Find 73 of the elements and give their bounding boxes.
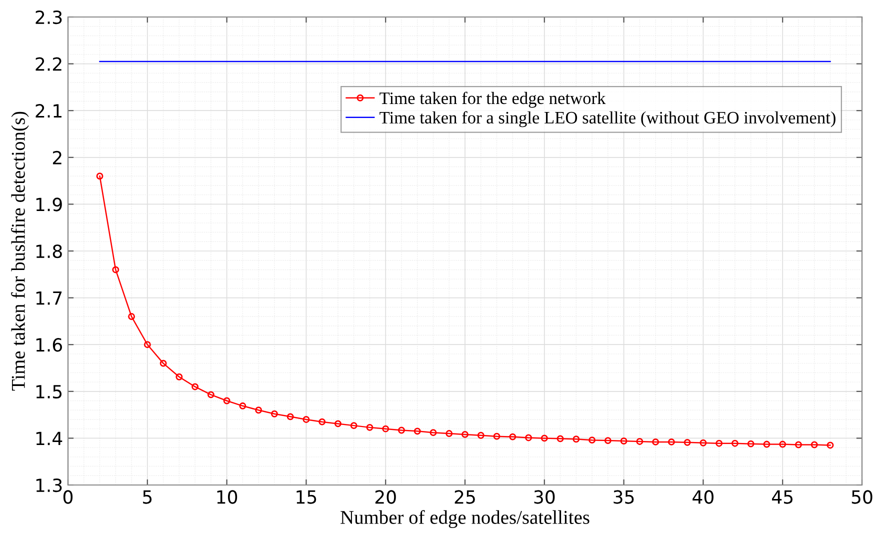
point (144, 341, 151, 348)
y-tick-label: 1.4 (36, 432, 62, 446)
point (556, 435, 564, 442)
point (588, 436, 596, 444)
point (620, 438, 628, 444)
y-tick-label: 1.9 (36, 198, 62, 212)
y-tick-label: 1.3 (36, 478, 62, 492)
y-tick-label: 1.8 (36, 244, 62, 258)
point (176, 373, 183, 380)
x-tick-label: 0 (63, 490, 73, 504)
point (223, 397, 230, 404)
point (446, 430, 453, 437)
x-tick-label: 10 (217, 490, 238, 504)
x-axis-title: Number of edge nodes/satellites (340, 510, 590, 528)
x-tick-label: 15 (296, 490, 316, 504)
y-tick-label: 2.3 (36, 10, 62, 24)
point (826, 442, 834, 449)
x-tick-label: 40 (692, 490, 714, 504)
point (255, 406, 262, 414)
y-tick-label: 1.5 (36, 385, 62, 399)
point (239, 402, 246, 410)
point (810, 441, 818, 448)
point (509, 433, 516, 440)
point (477, 432, 484, 439)
point (462, 430, 468, 438)
point (652, 438, 660, 446)
point (604, 437, 612, 444)
point (716, 440, 723, 447)
point (366, 424, 374, 431)
point (128, 313, 135, 320)
point (350, 422, 358, 430)
y-tick-label: 1.6 (36, 338, 62, 352)
point (96, 172, 104, 180)
x-tick-label: 35 (614, 490, 634, 504)
y-axis-title: Time taken for bushfire detection(s) (11, 112, 29, 391)
point (286, 413, 294, 420)
x-tick-label: 50 (852, 490, 872, 504)
x-tick-label: 5 (143, 490, 152, 504)
legend-label: Time taken for the edge network (380, 92, 606, 108)
x-tick-label: 30 (534, 490, 555, 504)
point (763, 440, 770, 448)
point (414, 428, 421, 435)
point (572, 436, 580, 443)
point (334, 420, 342, 428)
point (192, 383, 199, 390)
point (795, 441, 802, 448)
point (318, 418, 326, 426)
x-tick-label: 25 (454, 490, 475, 504)
x-tick-label: 45 (772, 490, 793, 504)
point (684, 438, 691, 446)
point (430, 429, 437, 436)
y-tick-label: 2.2 (36, 57, 62, 71)
point (700, 439, 707, 446)
y-tick-label: 2 (52, 150, 62, 164)
y-tick-label: 1.7 (36, 291, 62, 305)
point (112, 266, 120, 274)
point (270, 410, 278, 418)
x-tick-label: 20 (375, 490, 396, 504)
point (207, 391, 214, 398)
point (731, 440, 738, 447)
point (302, 416, 310, 423)
point (525, 434, 532, 442)
legend-label: Time taken for a single LEO satellite (without GEO involvement) (380, 111, 836, 128)
point (779, 440, 786, 448)
point (747, 440, 754, 448)
point (493, 432, 500, 440)
point (540, 434, 548, 442)
point (382, 425, 390, 432)
point (636, 438, 644, 445)
point (668, 438, 675, 446)
y-tick-label: 2.1 (36, 104, 62, 118)
point (398, 426, 405, 434)
point (160, 360, 167, 367)
